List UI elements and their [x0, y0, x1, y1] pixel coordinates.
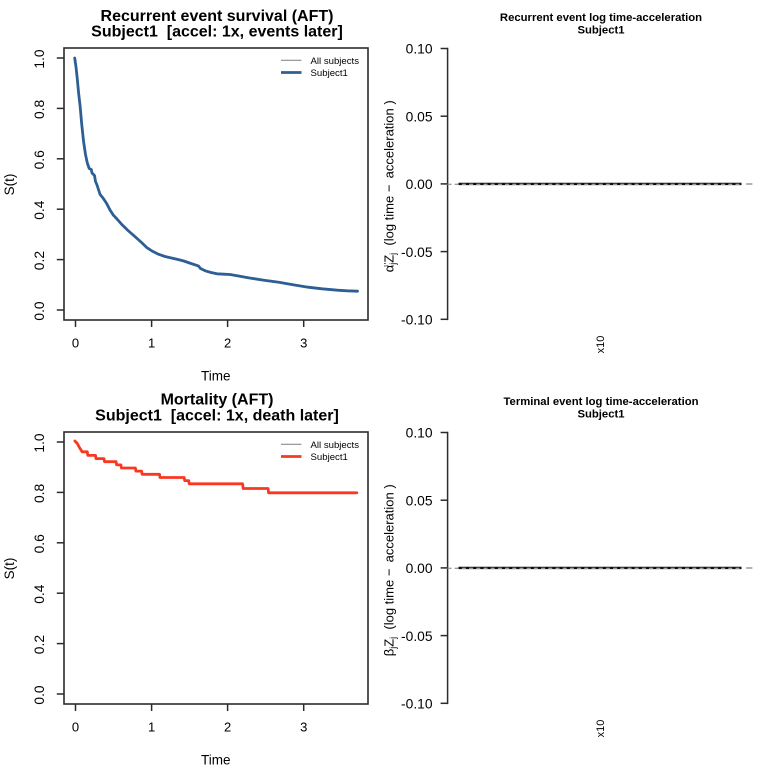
svg-text:S(t): S(t)	[2, 558, 17, 580]
svg-text:Recurrent event survival (AFT): Recurrent event survival (AFT)	[101, 8, 334, 25]
svg-text:0.0: 0.0	[32, 685, 47, 705]
svg-text:Subject1 [accel: 1x, events l: Subject1 [accel: 1x, events later]	[91, 24, 343, 41]
svg-text:x10: x10	[595, 336, 607, 354]
svg-text:0.0: 0.0	[32, 301, 47, 321]
svg-text:0.8: 0.8	[32, 99, 47, 119]
svg-text:0.2: 0.2	[32, 635, 47, 654]
svg-text:Subject1: Subject1	[577, 25, 624, 37]
svg-text:1.0: 1.0	[32, 433, 47, 453]
svg-text:0.6: 0.6	[32, 150, 47, 170]
svg-text:Mortality (AFT): Mortality (AFT)	[161, 391, 274, 408]
svg-text:0.05: 0.05	[406, 109, 433, 124]
svg-text:Time: Time	[201, 368, 231, 383]
svg-text:0.10: 0.10	[406, 42, 433, 57]
svg-text:Subject1 [accel: 1x, death la: Subject1 [accel: 1x, death later]	[95, 407, 339, 424]
svg-text:1.0: 1.0	[32, 49, 47, 69]
svg-text:-0.10: -0.10	[401, 697, 433, 712]
svg-text:3: 3	[300, 336, 307, 351]
svg-text:2: 2	[224, 336, 231, 351]
svg-text:3: 3	[300, 720, 307, 735]
svg-text:0.8: 0.8	[32, 483, 47, 503]
svg-text:2: 2	[224, 720, 231, 735]
svg-text:S(t): S(t)	[2, 174, 17, 196]
svg-text:1: 1	[148, 336, 155, 351]
svg-text:0: 0	[72, 336, 79, 351]
svg-text:0.05: 0.05	[406, 493, 433, 508]
svg-text:0.6: 0.6	[32, 534, 47, 554]
svg-text:0.00: 0.00	[406, 561, 433, 576]
svg-text:-0.10: -0.10	[401, 313, 433, 328]
svg-text:All subjects: All subjects	[311, 56, 360, 67]
svg-text:Subject1: Subject1	[311, 452, 348, 463]
svg-text:Terminal event log time-accele: Terminal event log time-acceleration	[503, 396, 698, 408]
svg-text:x10: x10	[595, 720, 607, 738]
svg-text:0: 0	[72, 720, 79, 735]
svg-text:Subject1: Subject1	[311, 68, 348, 79]
svg-text:0.00: 0.00	[406, 177, 433, 192]
svg-text:0.10: 0.10	[406, 426, 433, 441]
svg-text:1: 1	[148, 720, 155, 735]
svg-text:0.4: 0.4	[32, 200, 47, 220]
svg-text:βjZj (log time − acceleratio: βjZj (log time − acceleration )	[382, 484, 399, 656]
svg-text:Subject1: Subject1	[577, 408, 624, 420]
svg-text:0.4: 0.4	[32, 584, 47, 604]
svg-text:Time: Time	[201, 752, 231, 767]
svg-text:All subjects: All subjects	[311, 440, 360, 451]
svg-text:Recurrent event log time-accel: Recurrent event log time-acceleration	[500, 12, 702, 24]
svg-text:0.2: 0.2	[32, 251, 47, 270]
svg-text:α̈jZj (log time − accelerati: α̈jZj (log time − acceleration )	[382, 100, 399, 272]
svg-text:-0.05: -0.05	[401, 629, 433, 644]
svg-text:-0.05: -0.05	[401, 245, 433, 260]
